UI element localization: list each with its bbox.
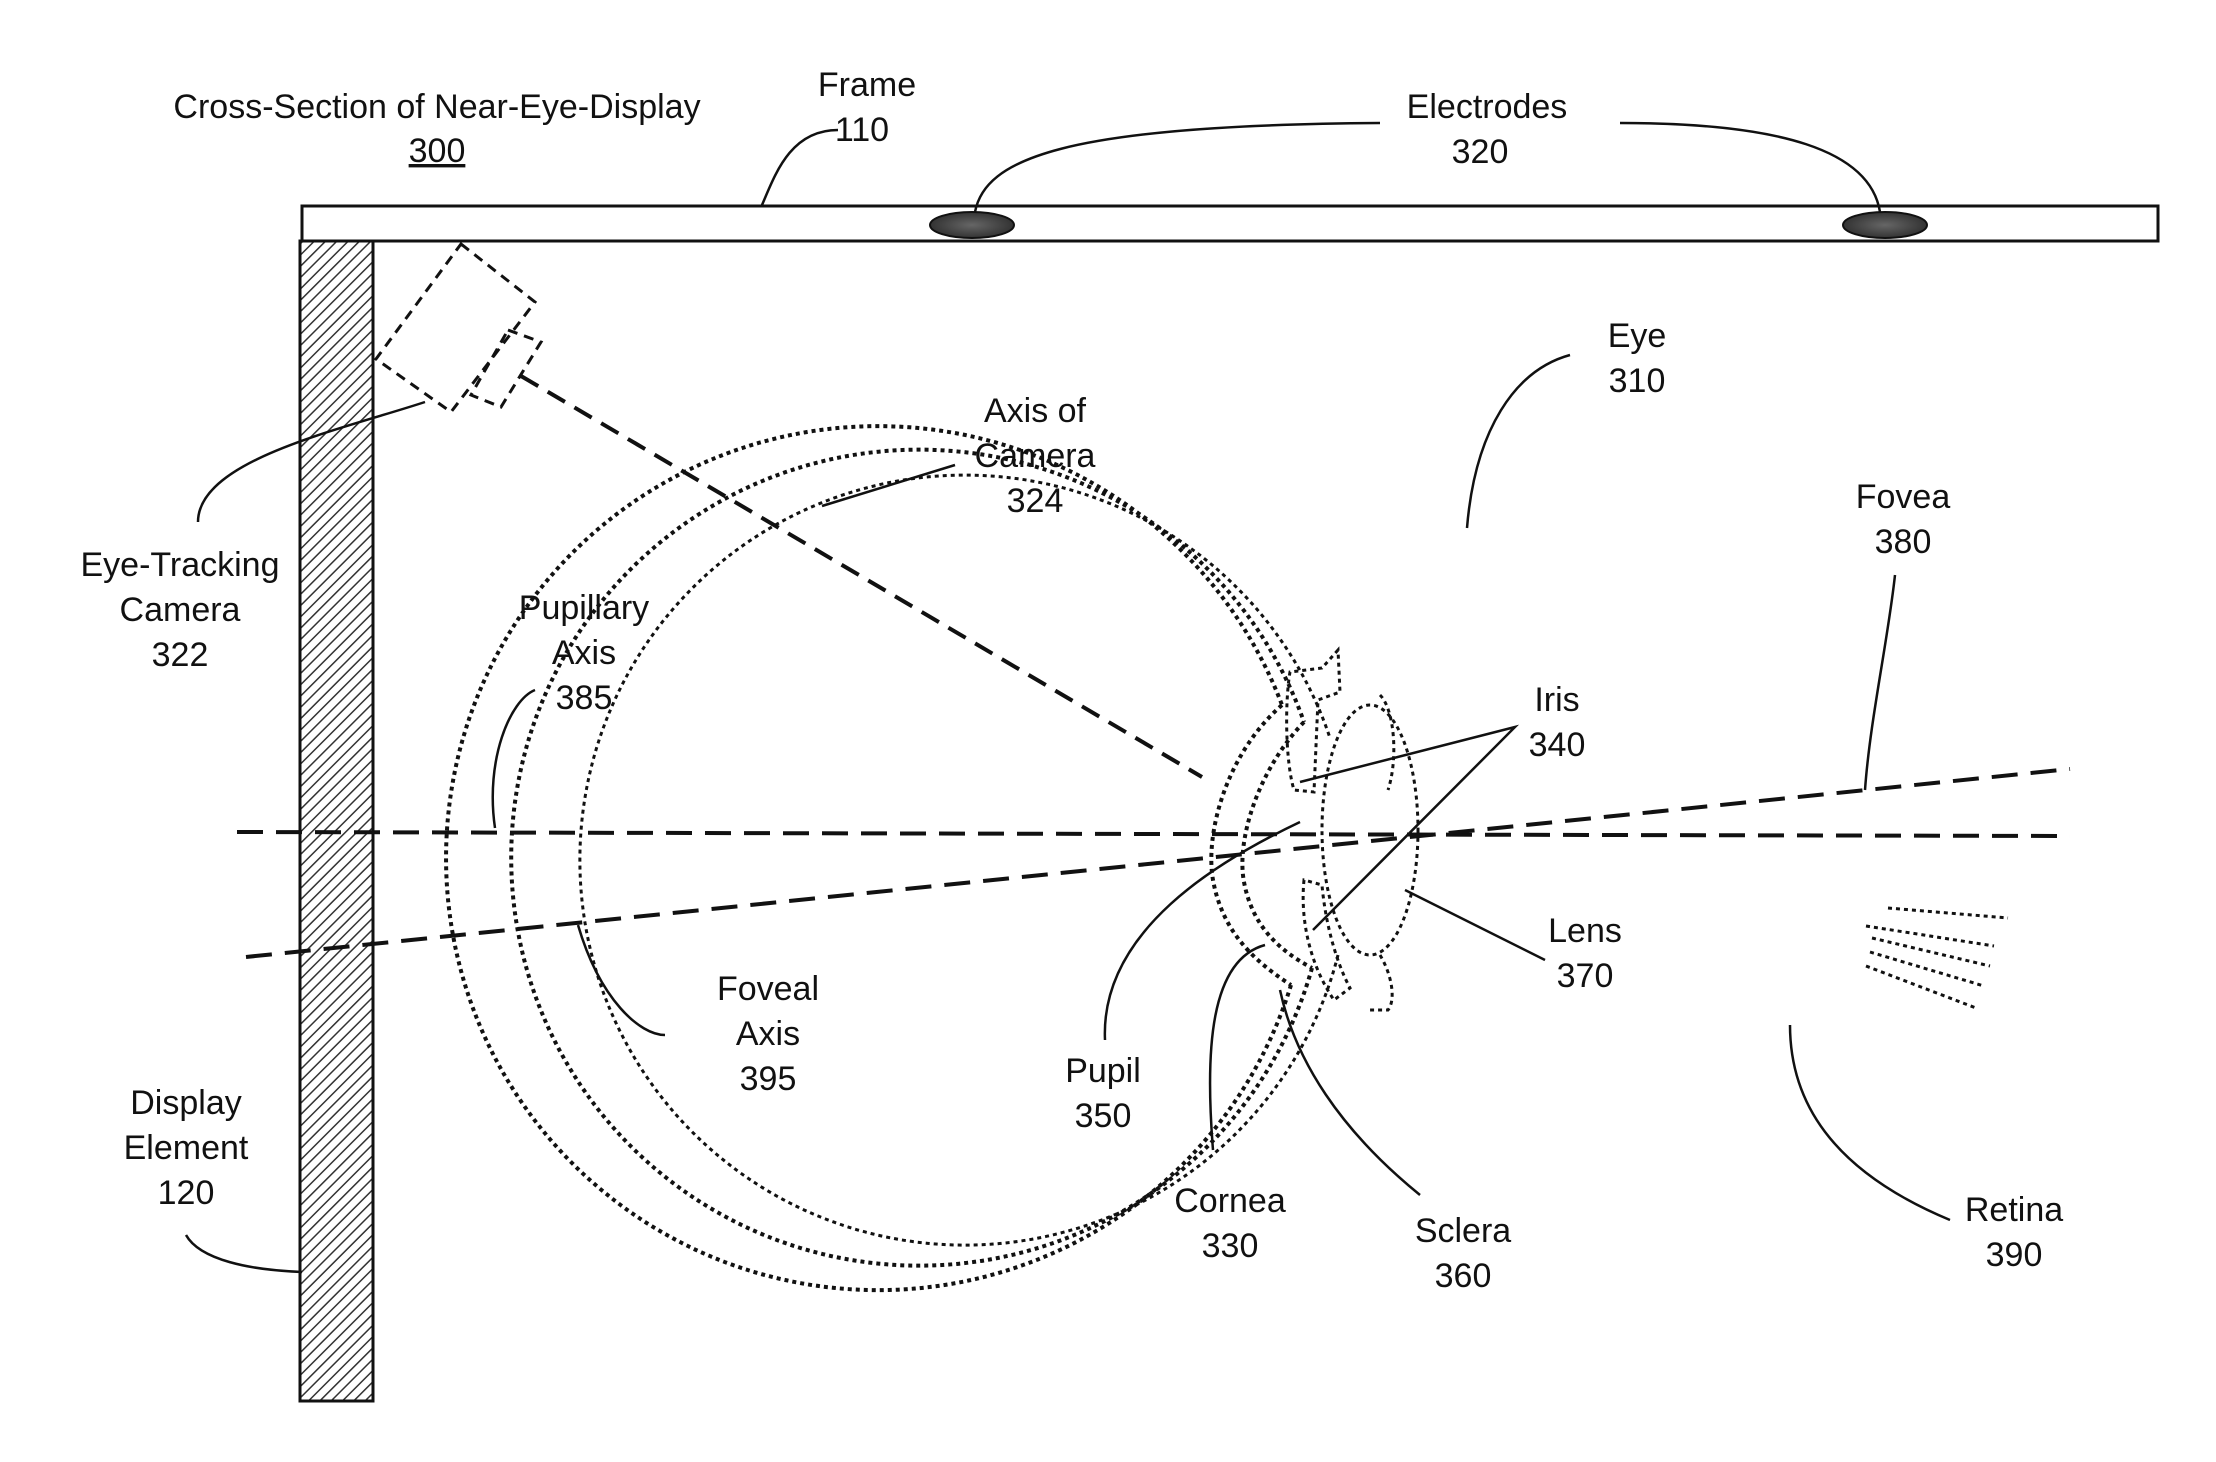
frame-number: 110 [835, 111, 889, 149]
retina-leader [1788, 1024, 1951, 1222]
eye-leader [1465, 353, 1571, 529]
electrode-right [1842, 211, 1928, 239]
pupillary-axis-number: 385 [556, 679, 613, 717]
foveal-axis-number: 395 [740, 1060, 797, 1098]
foveal-axis-label-line1: Foveal [717, 970, 819, 1008]
fovea-number: 380 [1875, 523, 1932, 561]
eye-tracking-camera-number: 322 [152, 636, 209, 674]
sclera-number: 360 [1435, 1257, 1492, 1295]
pupil-label: Pupil [1065, 1052, 1141, 1090]
fovea-leader [1863, 574, 1897, 791]
foveal-axis-label-line2: Axis [736, 1015, 800, 1053]
iris-number: 340 [1529, 726, 1586, 764]
foveal-axis-line [245, 767, 2071, 959]
frame-label: Frame [818, 66, 916, 104]
axis-of-camera-number: 324 [1007, 482, 1064, 520]
display-element-number: 120 [158, 1174, 215, 1212]
lens-leader [1404, 888, 1546, 962]
lens-number: 370 [1557, 957, 1614, 995]
iris-leader [1299, 724, 1520, 931]
fovea-label: Fovea [1856, 478, 1951, 516]
eye-tracking-camera-label-line1: Eye-Tracking [80, 546, 279, 584]
electrodes-leader-right [1619, 121, 1882, 213]
retina-number: 390 [1986, 1236, 2043, 1274]
display-element-label-line1: Display [130, 1084, 241, 1122]
axis-of-camera-label-line2: Camera [975, 437, 1096, 475]
display-element-bar [298, 239, 375, 1403]
iris-label: Iris [1534, 681, 1579, 719]
axis-of-camera-leader [821, 463, 956, 508]
display-element-label-line2: Element [124, 1129, 249, 1167]
eye-tracking-camera-label-line2: Camera [120, 591, 241, 629]
frame-leader [760, 128, 839, 206]
electrode-left [929, 211, 1015, 239]
eye-tracking-camera-leader [196, 400, 426, 523]
diagram-number: 300 [409, 132, 466, 170]
electrodes-leader-left [973, 121, 1381, 213]
diagram-title: Cross-Section of Near-Eye-Display [173, 88, 700, 126]
pupillary-axis-label-line2: Axis [552, 634, 616, 672]
retina-label: Retina [1965, 1191, 2063, 1229]
eye-number: 310 [1609, 362, 1666, 400]
eye-shape [444, 424, 2009, 1293]
foveal-axis-leader [576, 924, 666, 1037]
eye-label: Eye [1608, 317, 1667, 355]
sclera-label: Sclera [1415, 1212, 1511, 1250]
cornea-leader [1208, 943, 1266, 1151]
pupil-leader [1103, 820, 1301, 1041]
cornea-label: Cornea [1174, 1182, 1286, 1220]
eye-tracking-camera-shape [373, 241, 544, 415]
pupil-number: 350 [1075, 1097, 1132, 1135]
electrodes-number: 320 [1452, 133, 1509, 171]
pupillary-axis-line [236, 830, 2071, 838]
cornea-number: 330 [1202, 1227, 1259, 1265]
lens-label: Lens [1548, 912, 1622, 950]
display-element-leader [184, 1234, 303, 1274]
sclera-leader [1278, 989, 1421, 1196]
camera-axis-line [519, 374, 1204, 779]
electrodes-label: Electrodes [1407, 88, 1568, 126]
axis-of-camera-label-line1: Axis of [984, 392, 1087, 430]
pupillary-axis-label-line1: Pupillary [519, 589, 649, 627]
pupillary-axis-leader [491, 688, 536, 829]
